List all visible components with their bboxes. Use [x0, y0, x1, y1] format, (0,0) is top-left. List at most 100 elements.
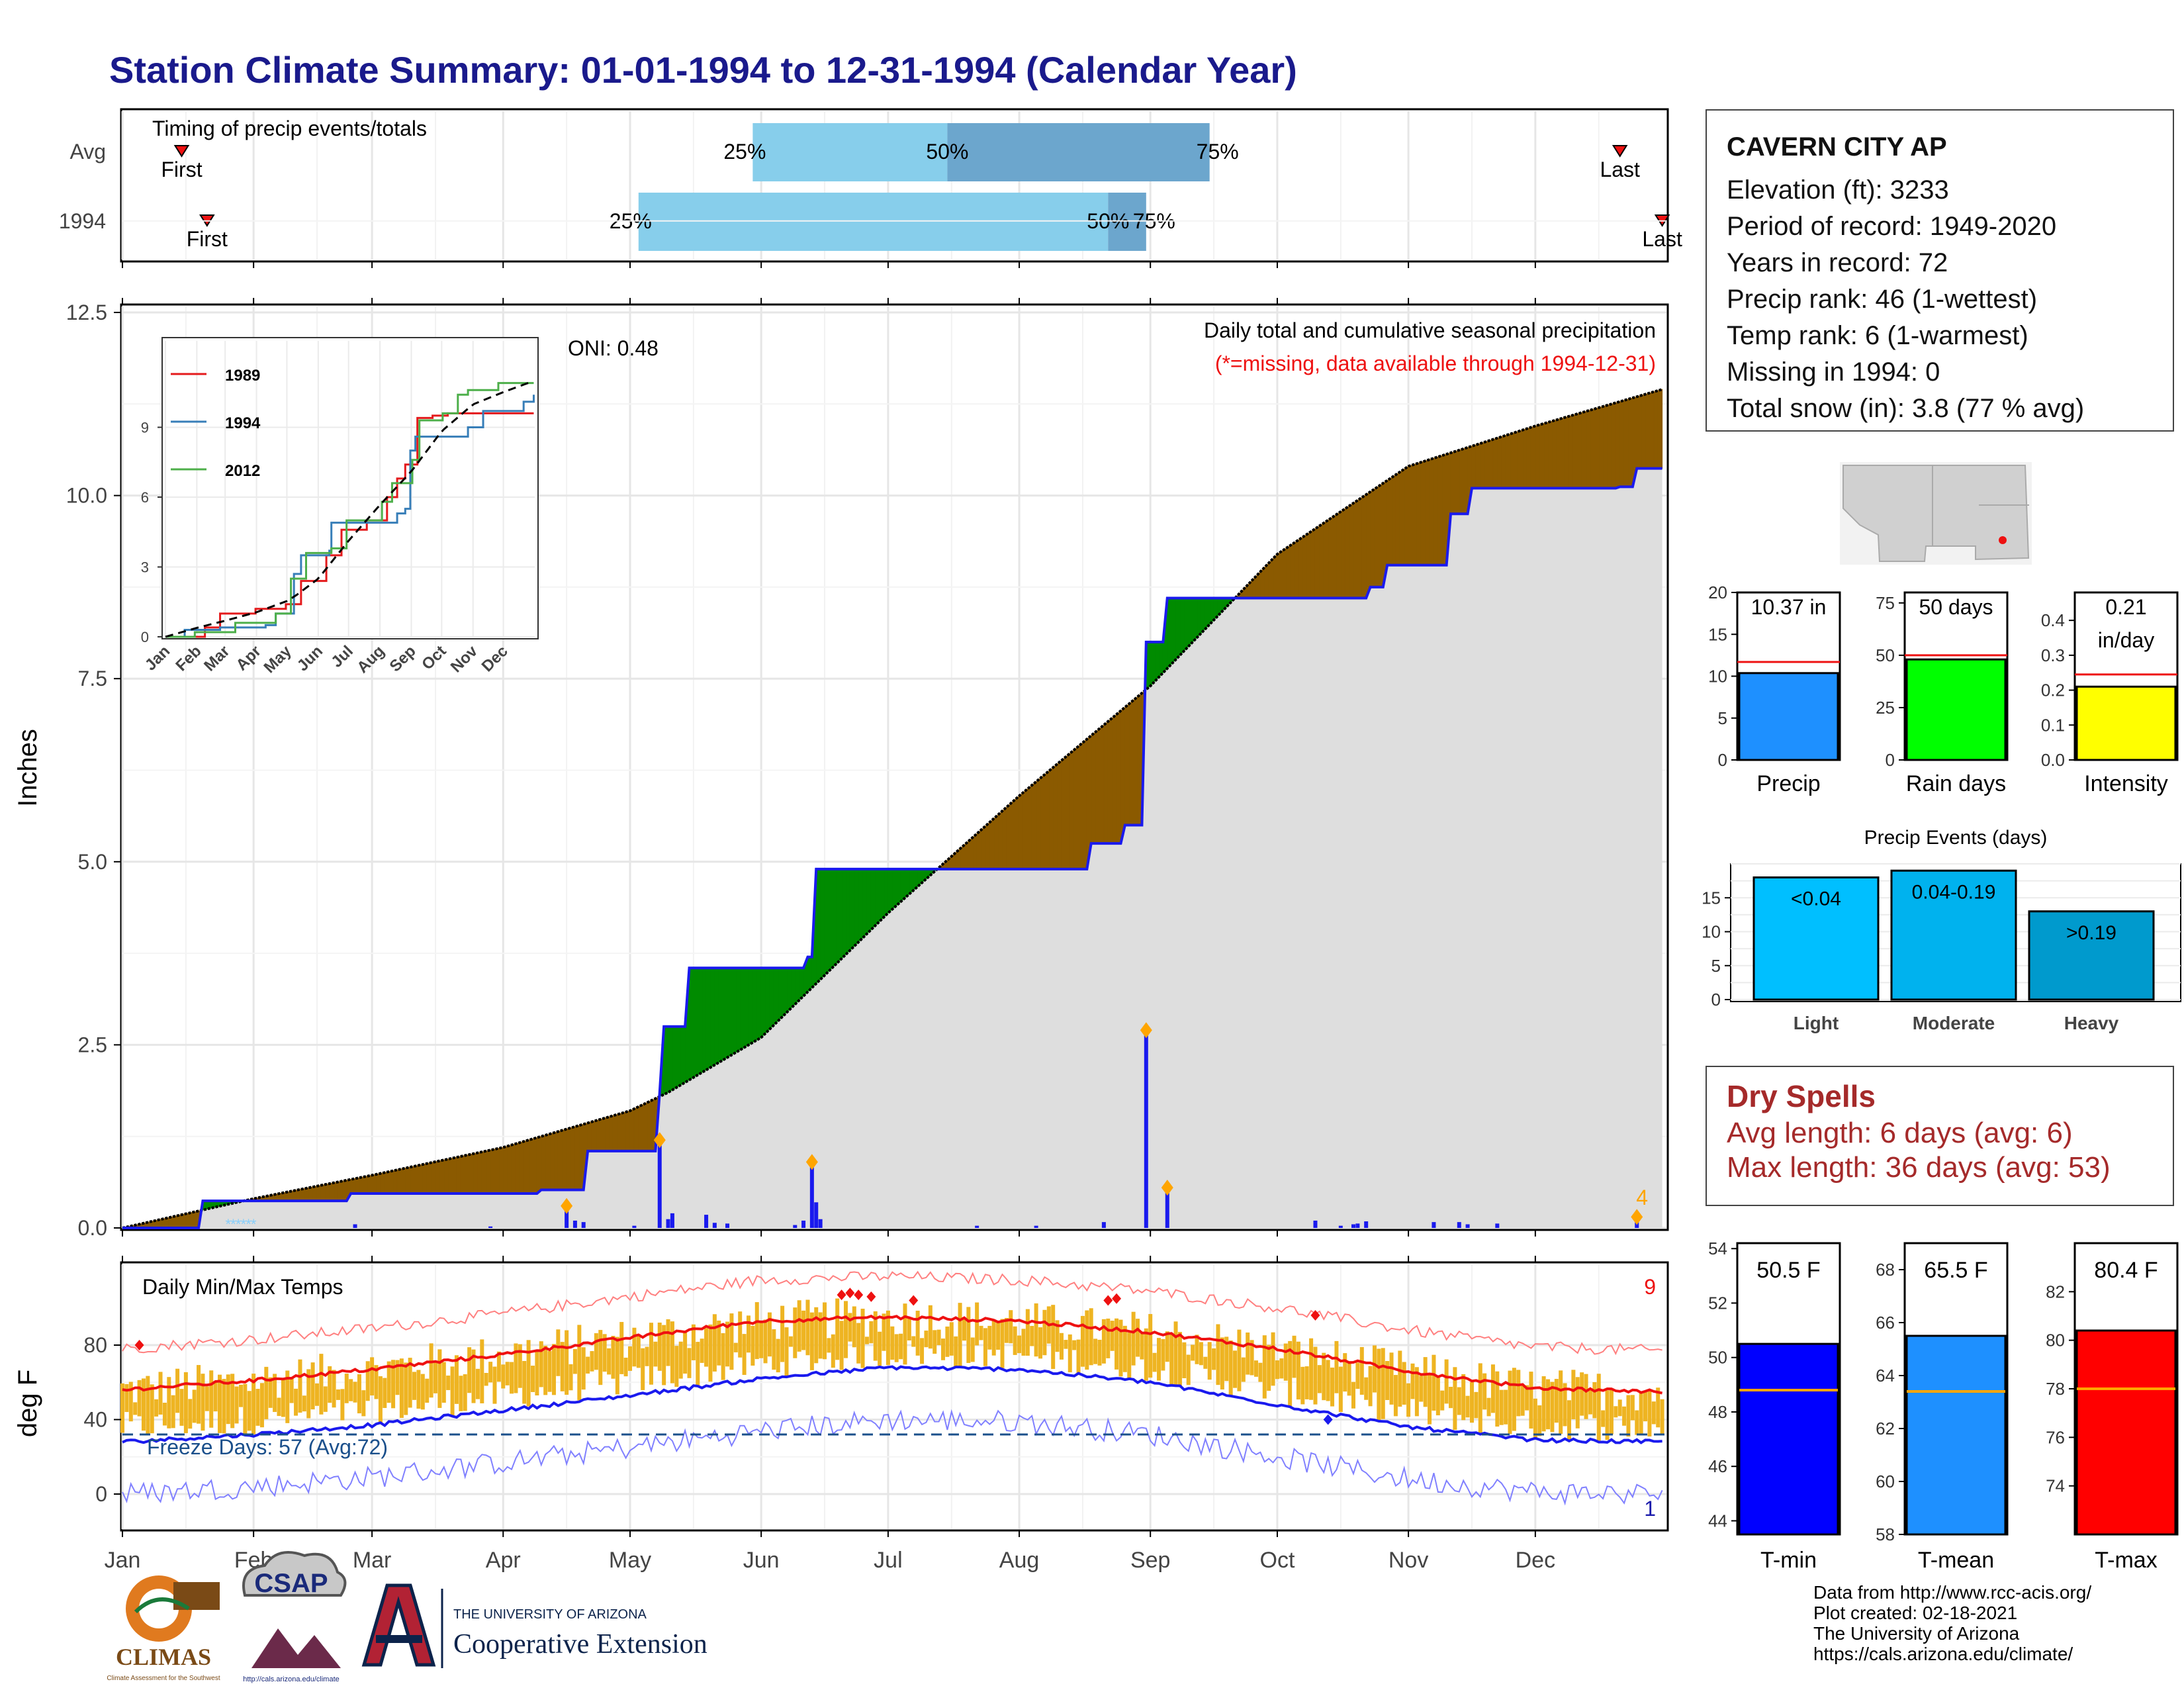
deficit-area — [1310, 528, 1316, 598]
temp-bar-value — [2075, 1329, 2177, 1536]
deficit-area — [1340, 508, 1345, 598]
deficit-area — [1454, 449, 1460, 514]
temp-bar-ytick-label: 54 — [1708, 1239, 1727, 1258]
deficit-area — [1594, 407, 1600, 489]
snow-marker: * — [226, 1216, 232, 1233]
daily-temp-range-bar — [162, 1403, 167, 1426]
deficit-area — [1378, 483, 1384, 588]
daily-temp-range-bar — [1106, 1318, 1111, 1358]
deficit-area — [1349, 502, 1354, 598]
surplus-area — [904, 868, 910, 899]
daily-temp-range-bar — [954, 1336, 958, 1368]
daily-temp-range-bar — [416, 1370, 421, 1409]
daily-temp-range-bar — [404, 1362, 408, 1415]
daily-temp-range-bar — [433, 1361, 437, 1393]
daily-temp-range-bar — [712, 1314, 717, 1372]
mini-bar-value-label-2: in/day — [2098, 628, 2154, 652]
deficit-area — [316, 1184, 322, 1201]
deficit-area — [1510, 432, 1515, 489]
month-label: May — [609, 1548, 651, 1573]
ua-logo-small: THE UNIVERSITY OF ARIZONA — [453, 1607, 647, 1622]
daily-precip-bar — [657, 1140, 662, 1228]
surplus-area — [1188, 597, 1193, 647]
daily-temp-range-bar — [226, 1374, 230, 1425]
daily-precip-bar — [975, 1225, 979, 1228]
deficit-area — [1547, 420, 1553, 489]
daily-temp-range-bar — [1013, 1326, 1017, 1355]
mini-bar-ytick-label: 50 — [1876, 645, 1895, 665]
daily-precip-marker — [1631, 1209, 1643, 1225]
daily-temp-range-bar — [1351, 1382, 1356, 1409]
timing-row-avg-label: Avg — [69, 140, 106, 164]
daily-temp-range-bar — [1334, 1340, 1339, 1393]
station-period: Period of record: 1949-2020 — [1727, 212, 2057, 241]
deficit-area — [1091, 731, 1096, 844]
daily-temp-range-bar — [1207, 1342, 1212, 1380]
deficit-area — [447, 1157, 453, 1194]
surplus-area — [1158, 641, 1163, 679]
deficit-area — [972, 833, 978, 870]
deficit-area — [1627, 397, 1633, 487]
daily-temp-range-bar — [387, 1361, 391, 1403]
daily-temp-range-bar — [323, 1386, 328, 1412]
daily-temp-range-bar — [1110, 1321, 1115, 1351]
daily-temp-range-bar — [1584, 1374, 1588, 1419]
footer-url: https://cals.arizona.edu/climate/ — [1813, 1644, 2073, 1664]
surplus-area — [891, 868, 897, 910]
daily-precip-bar — [1165, 1188, 1169, 1228]
daily-temp-range-bar — [488, 1362, 493, 1383]
daily-temp-range-bar — [306, 1369, 311, 1419]
temp-bar-ytick-label: 46 — [1708, 1456, 1727, 1476]
deficit-area — [1586, 409, 1591, 489]
daily-temp-range-bar — [1347, 1361, 1351, 1396]
deficit-area — [350, 1178, 356, 1194]
dry-spells-box: Dry Spells Avg length: 6 days (avg: 6) M… — [1706, 1066, 2174, 1206]
daily-precip-marker — [1140, 1022, 1152, 1039]
daily-temp-range-bar — [205, 1386, 209, 1411]
daily-temp-range-bar — [243, 1383, 248, 1434]
timing-label: Timing of precip events/totals — [152, 117, 427, 140]
deficit-area — [325, 1183, 330, 1201]
mini-bar-ytick-label: 25 — [1876, 698, 1895, 718]
daily-temp-range-bar — [251, 1374, 256, 1434]
climas-logo-sub: Climate Assessment for the Southwest — [107, 1675, 220, 1682]
deficit-area — [460, 1154, 466, 1194]
temp-bar-ytick-label: 48 — [1708, 1402, 1727, 1422]
daily-temp-range-bar — [310, 1362, 315, 1410]
daily-temp-range-bar — [649, 1323, 653, 1385]
deficit-area — [621, 1111, 627, 1152]
station-elevation: Elevation (ft): 3233 — [1727, 175, 1949, 205]
surplus-area — [702, 967, 707, 1074]
mini-bar-name: Precip — [1756, 771, 1820, 796]
record-high-marker — [134, 1340, 144, 1350]
mini-bar-value-label: 0.21 — [2105, 595, 2146, 619]
deficit-area — [1556, 418, 1561, 489]
surplus-area — [705, 967, 711, 1071]
deficit-area — [1344, 505, 1350, 598]
daily-temp-range-bar — [1144, 1328, 1148, 1381]
daily-temp-range-bar — [1131, 1311, 1136, 1366]
daily-temp-range-bar — [623, 1357, 628, 1377]
daily-temp-range-bar — [1419, 1376, 1424, 1402]
deficit-area — [1332, 514, 1337, 598]
deficit-area — [465, 1154, 470, 1194]
daily-temp-range-bar — [383, 1378, 387, 1408]
daily-temp-range-bar — [700, 1338, 704, 1363]
daily-temp-range-bar — [277, 1397, 281, 1417]
surplus-area — [765, 967, 770, 1035]
daily-temp-range-bar — [936, 1329, 941, 1346]
daily-temp-range-bar — [551, 1344, 556, 1395]
daily-temp-range-bar — [154, 1399, 159, 1417]
inset-legend-label: 1994 — [225, 414, 261, 432]
daily-temp-range-bar — [1118, 1319, 1123, 1377]
precip-heading: Daily total and cumulative seasonal prec… — [1204, 318, 1656, 342]
deficit-area — [1116, 710, 1121, 844]
inset-line-2012 — [165, 382, 534, 638]
daily-temp-range-bar — [429, 1343, 433, 1398]
daily-temp-range-bar — [522, 1360, 527, 1404]
daily-temp-range-bar — [378, 1376, 383, 1425]
surplus-area — [739, 967, 745, 1051]
deficit-area — [1619, 400, 1625, 487]
deficit-area — [1429, 457, 1434, 566]
temp-label: Daily Min/Max Temps — [142, 1275, 343, 1299]
